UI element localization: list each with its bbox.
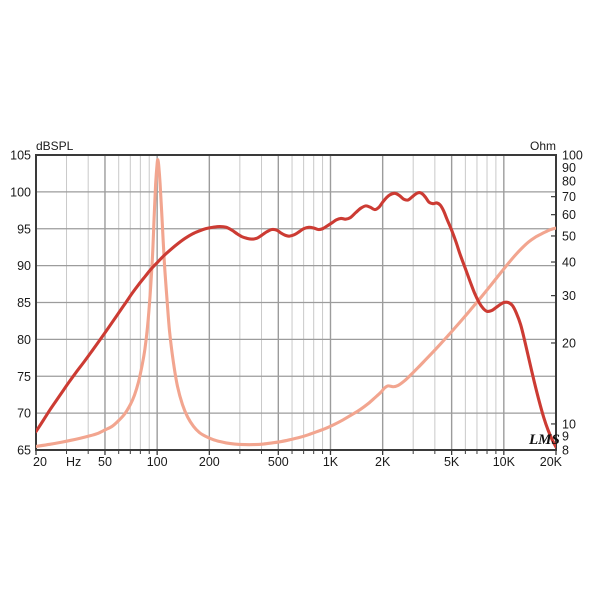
curve-spl — [36, 191, 556, 449]
y-tick-label-left: 80 — [17, 333, 31, 347]
x-tick-label: 100 — [147, 455, 168, 469]
y-tick-label-left: 65 — [17, 444, 31, 458]
x-tick-label: 5K — [444, 455, 460, 469]
curve-impedance — [36, 158, 556, 448]
y-tick-label-left: 75 — [17, 370, 31, 384]
y-tick-label-right: 20 — [562, 336, 576, 350]
x-tick-label: 2K — [375, 455, 391, 469]
x-tick-label: 10K — [493, 455, 516, 469]
x-axis-unit-label: Hz — [66, 455, 81, 469]
x-axis-ticks: 20 50 100 200 500 1K 2K 5K 10K 20K — [33, 450, 563, 469]
y-tick-label-right: 60 — [562, 208, 576, 222]
y-tick-label-right: 9 — [562, 430, 569, 444]
grid-major-horizontal — [36, 191, 556, 414]
y-axis-left-title: dBSPL — [36, 139, 74, 153]
y-tick-label-right: 40 — [562, 256, 576, 270]
y-tick-label-right: 50 — [562, 229, 576, 243]
y-tick-label-right: 80 — [562, 175, 576, 189]
y-tick-label-left: 85 — [17, 296, 31, 310]
y-tick-label-left: 95 — [17, 222, 31, 236]
y-tick-label-left: 100 — [10, 185, 31, 199]
y-tick-label-right: 100 — [562, 149, 583, 163]
y-tick-label-left: 90 — [17, 259, 31, 273]
y-tick-label-left: 105 — [10, 149, 31, 163]
y-axis-left-ticks: 65 70 75 80 85 90 95 100 105 — [10, 149, 31, 458]
y-tick-label-right: 90 — [562, 161, 576, 175]
y-tick-label-right: 10 — [562, 417, 576, 431]
y-tick-label-right: 30 — [562, 289, 576, 303]
x-tick-label: 20 — [33, 455, 47, 469]
x-tick-label: 50 — [98, 455, 112, 469]
data-curves — [36, 158, 556, 449]
lms-watermark: LMS — [528, 432, 560, 448]
y-axis-right-title: Ohm — [530, 139, 556, 153]
plot-border — [35, 154, 557, 451]
x-tick-label: 1K — [323, 455, 339, 469]
y-tick-label-right: 70 — [562, 190, 576, 204]
y-tick-label-left: 70 — [17, 407, 31, 421]
x-tick-label: 500 — [268, 455, 289, 469]
y-tick-label-right: 8 — [562, 444, 569, 458]
plot-frame — [35, 154, 557, 451]
x-tick-label: 200 — [199, 455, 220, 469]
x-tick-label: 20K — [540, 455, 563, 469]
